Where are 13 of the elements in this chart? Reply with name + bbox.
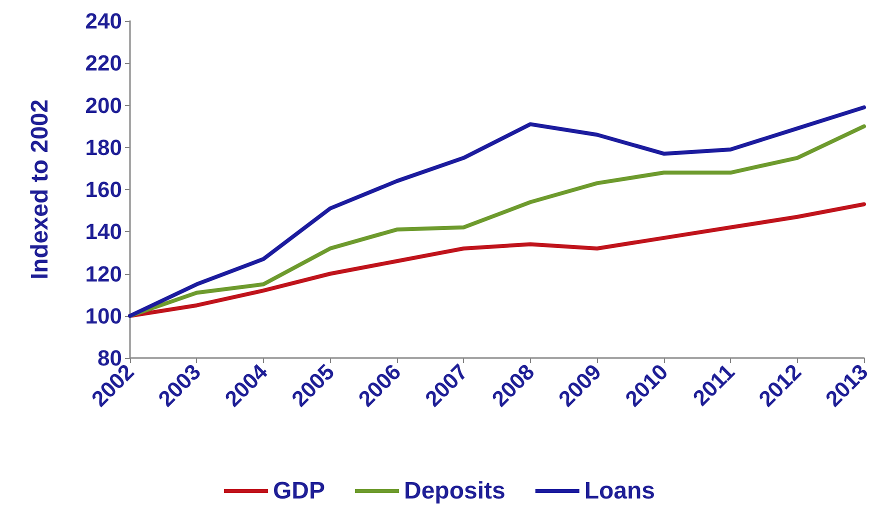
- y-axis-title: Indexed to 2002: [26, 99, 54, 280]
- legend-label: GDP: [272, 478, 325, 504]
- y-tick-label: 100: [85, 303, 122, 328]
- line-series: [128, 202, 866, 318]
- legend-label: Deposits: [404, 478, 506, 504]
- y-tick-label: 140: [85, 219, 122, 244]
- y-tick-label: 240: [85, 8, 122, 34]
- y-tick-label: 120: [85, 261, 122, 286]
- y-tick-label: 200: [85, 92, 122, 118]
- y-tick-label: 220: [85, 50, 122, 76]
- y-tick-label: 160: [85, 177, 122, 202]
- legend-label: Loans: [584, 478, 656, 504]
- y-tick-label: 180: [85, 134, 122, 160]
